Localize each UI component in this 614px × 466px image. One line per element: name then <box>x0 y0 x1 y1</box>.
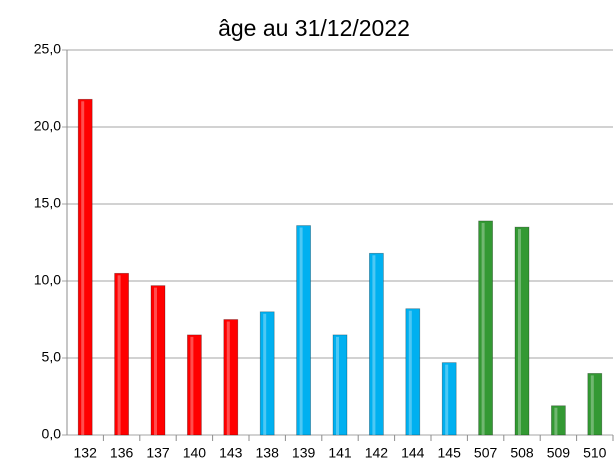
bar-highlight <box>554 407 558 435</box>
bar <box>259 311 275 436</box>
bar <box>405 308 421 436</box>
bar <box>551 405 566 436</box>
y-tick-label: 15,0 <box>34 195 61 211</box>
bar <box>478 220 493 436</box>
bar-highlight <box>190 336 194 435</box>
bar <box>587 373 603 436</box>
bar <box>514 226 530 436</box>
x-tick-label: 145 <box>438 445 462 461</box>
x-tick-label: 144 <box>401 445 425 461</box>
x-tick-label: 139 <box>292 445 316 461</box>
y-tick-label: 20,0 <box>34 118 61 134</box>
bar-highlight <box>263 313 267 435</box>
bar <box>441 362 457 436</box>
x-tick-label: 507 <box>474 445 498 461</box>
y-tick-label: 5,0 <box>42 349 62 365</box>
x-tick-label: 137 <box>146 445 170 461</box>
bar-highlight <box>372 255 376 435</box>
x-tick-label: 136 <box>110 445 134 461</box>
chart-title: âge au 31/12/2022 <box>218 15 410 41</box>
x-tick-label: 509 <box>547 445 571 461</box>
bar-highlight <box>481 222 485 435</box>
bar <box>332 334 348 436</box>
x-tick-label: 142 <box>365 445 389 461</box>
x-tick-label: 510 <box>583 445 607 461</box>
bar-highlight <box>154 287 157 435</box>
x-tick-label: 140 <box>183 445 207 461</box>
bar <box>150 285 166 436</box>
bar-highlight <box>117 275 121 435</box>
x-tick-label: 138 <box>256 445 280 461</box>
y-tick-label: 25,0 <box>34 41 61 57</box>
bar-highlight <box>590 375 594 435</box>
bar <box>223 319 239 436</box>
bar <box>77 98 93 436</box>
bar-highlight <box>299 227 303 435</box>
x-tick-label: 141 <box>328 445 352 461</box>
bar-highlight <box>226 321 230 435</box>
bar-highlight <box>518 229 521 435</box>
bar <box>296 225 311 436</box>
bar-highlight <box>336 336 339 435</box>
bar-highlight <box>408 310 412 435</box>
bar <box>187 334 202 436</box>
bar-highlight <box>81 101 85 435</box>
x-tick-label: 143 <box>219 445 243 461</box>
bar-highlight <box>445 364 449 435</box>
x-tick-label: 132 <box>74 445 98 461</box>
bar <box>369 252 384 436</box>
y-tick-label: 10,0 <box>34 272 61 288</box>
bar <box>114 272 129 436</box>
x-tick-label: 508 <box>510 445 534 461</box>
y-tick-label: 0,0 <box>42 426 62 442</box>
